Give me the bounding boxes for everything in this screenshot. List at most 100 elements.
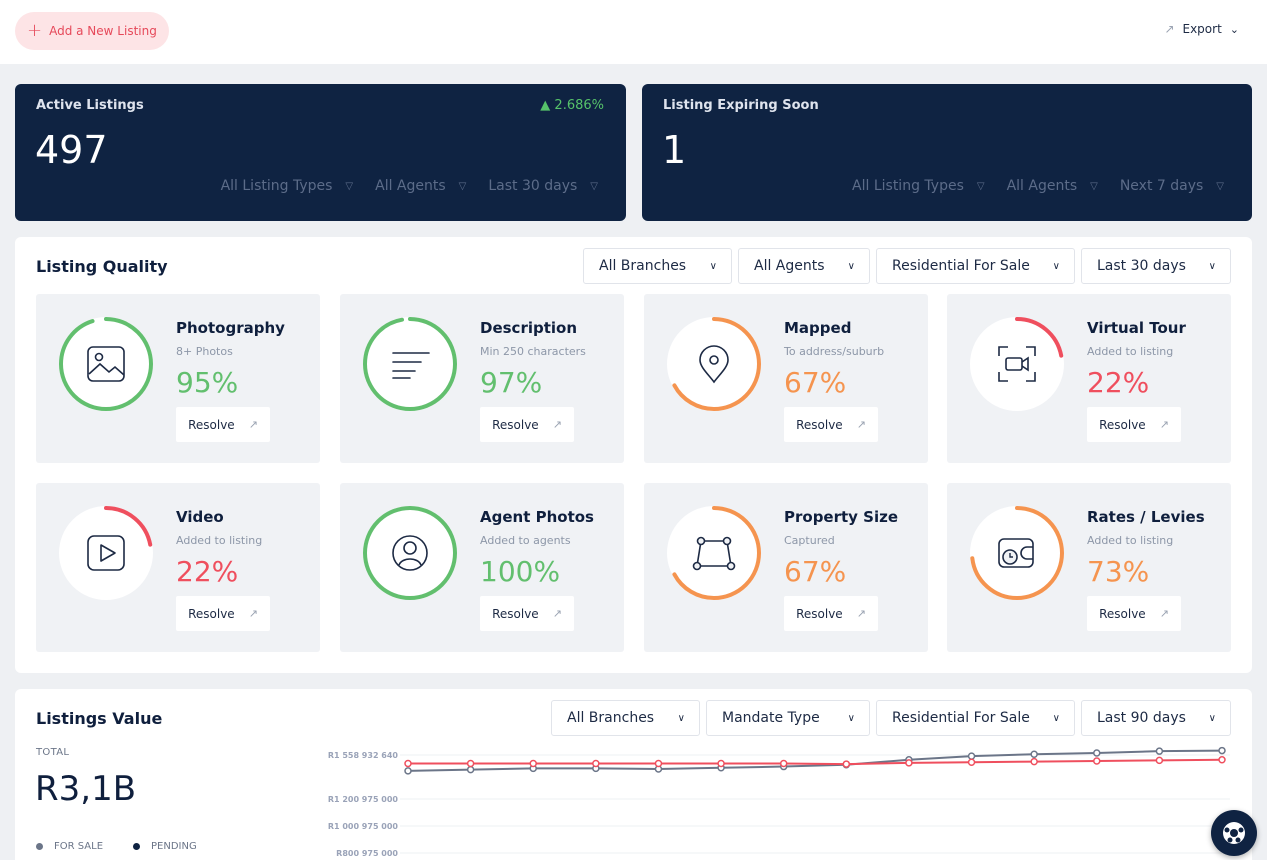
active-listings-change: ▲ 2.686% bbox=[540, 98, 604, 113]
listings-value-chart: R1 558 932 640 R1 200 975 000 R1 000 975 0… bbox=[328, 746, 1230, 858]
series-line-1 bbox=[408, 758, 1223, 766]
legend-label: FOR SALE bbox=[54, 841, 104, 852]
total-label: TOTAL bbox=[36, 747, 70, 758]
data-point[interactable] bbox=[1218, 746, 1226, 755]
data-point[interactable] bbox=[1093, 749, 1101, 757]
text-lines-icon bbox=[392, 352, 430, 379]
data-point[interactable] bbox=[466, 765, 475, 774]
add-listing-button[interactable]: + Add a New Listing bbox=[15, 12, 169, 50]
map-pin-icon bbox=[699, 345, 729, 384]
dropdown-value: Mandate Type bbox=[722, 710, 820, 726]
resolve-button[interactable]: Resolve ↗ bbox=[480, 596, 574, 631]
legend-item-for-sale: FOR SALE bbox=[36, 841, 103, 852]
quality-card-mapped: Mapped To address/suburb 67% Resolve ↗ bbox=[644, 294, 928, 463]
active-listings-card: Active Listings ▲ 2.686% 497 All Listing… bbox=[15, 84, 626, 221]
chevron-down-icon: ▽ bbox=[1216, 180, 1224, 192]
y-tick-label: R1 000 975 000 bbox=[328, 822, 399, 831]
filter-label: All Listing Types bbox=[852, 178, 964, 194]
progress-ring bbox=[59, 317, 153, 411]
data-point[interactable] bbox=[967, 752, 976, 760]
dropdown-value: All Branches bbox=[567, 710, 655, 726]
listing-type-filter[interactable]: All Listing Types ▽ bbox=[852, 178, 985, 194]
data-point[interactable] bbox=[529, 759, 537, 768]
quality-card-property-size: Property Size Captured 67% Resolve ↗ bbox=[644, 483, 928, 652]
resolve-button[interactable]: Resolve ↗ bbox=[784, 407, 878, 442]
data-point[interactable] bbox=[1218, 756, 1226, 764]
plus-icon: + bbox=[27, 20, 43, 41]
branch-dropdown[interactable]: All Branches ∨ bbox=[583, 248, 732, 284]
mandate-type-dropdown[interactable]: Mandate Type ∨ bbox=[706, 700, 870, 736]
resolve-button[interactable]: Resolve ↗ bbox=[176, 407, 270, 442]
resolve-button[interactable]: Resolve ↗ bbox=[784, 596, 878, 631]
expiring-filters: All Listing Types ▽ All Agents ▽ Next 7 da… bbox=[852, 178, 1224, 194]
export-label: Export bbox=[1182, 22, 1222, 36]
resolve-button[interactable]: Resolve ↗ bbox=[1087, 407, 1181, 442]
quality-card-title: Rates / Levies bbox=[1087, 508, 1205, 526]
arrow-up-right-icon: ↗ bbox=[552, 607, 562, 620]
listing-type-dropdown[interactable]: Residential For Sale ∨ bbox=[876, 248, 1075, 284]
quality-card-subtitle: To address/suburb bbox=[784, 345, 885, 358]
data-point[interactable] bbox=[967, 758, 976, 766]
data-point[interactable] bbox=[466, 759, 475, 768]
data-point[interactable] bbox=[1093, 757, 1101, 765]
support-icon bbox=[1223, 822, 1245, 844]
triangle-up-icon: ▲ bbox=[540, 98, 551, 113]
resolve-button[interactable]: Resolve ↗ bbox=[176, 596, 270, 631]
period-dropdown[interactable]: Last 30 days ∨ bbox=[1081, 248, 1231, 284]
period-filter[interactable]: Last 30 days ▽ bbox=[488, 178, 598, 194]
chevron-down-icon: ∨ bbox=[847, 260, 855, 272]
data-point[interactable] bbox=[1030, 757, 1038, 766]
dropdown-value: Residential For Sale bbox=[892, 710, 1030, 726]
chevron-down-icon: ▽ bbox=[458, 180, 467, 192]
filter-label: All Listing Types bbox=[220, 178, 333, 194]
listings-value-title: Listings Value bbox=[36, 709, 163, 728]
progress-ring bbox=[363, 317, 457, 411]
period-filter[interactable]: Next 7 days ▽ bbox=[1120, 178, 1224, 194]
arrow-up-right-icon: ↗ bbox=[248, 418, 258, 431]
resolve-button[interactable]: Resolve ↗ bbox=[1087, 596, 1181, 631]
wallet-clock-icon bbox=[998, 538, 1034, 568]
data-point[interactable] bbox=[404, 759, 412, 768]
period-dropdown[interactable]: Last 90 days ∨ bbox=[1081, 700, 1231, 736]
arrow-up-right-icon: ↗ bbox=[1164, 22, 1175, 36]
active-listings-filters: All Listing Types ▽ All Agents ▽ Last 30 d… bbox=[221, 178, 598, 194]
arrow-up-right-icon: ↗ bbox=[856, 607, 866, 620]
data-point[interactable] bbox=[779, 759, 788, 768]
data-point[interactable] bbox=[1030, 750, 1038, 759]
data-point[interactable] bbox=[654, 759, 663, 768]
resolve-label: Resolve bbox=[188, 606, 235, 621]
quality-card-percent: 67% bbox=[784, 366, 847, 399]
filter-label: All Agents bbox=[375, 178, 446, 194]
quality-card-photography: Photography 8+ Photos 95% Resolve ↗ bbox=[36, 294, 320, 463]
data-point[interactable] bbox=[1155, 756, 1164, 765]
listing-type-filter[interactable]: All Listing Types ▽ bbox=[221, 178, 354, 194]
data-point[interactable] bbox=[404, 767, 412, 775]
data-point[interactable] bbox=[592, 759, 600, 768]
top-bar: + Add a New Listing ↗ Export ⌄ bbox=[0, 0, 1267, 64]
data-point[interactable] bbox=[717, 759, 725, 768]
resolve-label: Resolve bbox=[1099, 606, 1146, 621]
legend-item-pending: PENDING bbox=[133, 841, 197, 852]
agent-dropdown[interactable]: All Agents ∨ bbox=[738, 248, 870, 284]
quality-card-percent: 22% bbox=[176, 555, 239, 588]
arrow-up-right-icon: ↗ bbox=[856, 418, 866, 431]
quality-card-percent: 67% bbox=[784, 555, 847, 588]
quality-card-title: Agent Photos bbox=[480, 508, 594, 526]
quality-card-percent: 95% bbox=[176, 366, 239, 399]
data-point[interactable] bbox=[905, 759, 913, 767]
export-button[interactable]: ↗ Export ⌄ bbox=[1164, 22, 1239, 36]
resolve-button[interactable]: Resolve ↗ bbox=[480, 407, 574, 442]
chevron-down-icon: ⌄ bbox=[1229, 22, 1239, 36]
listing-quality-title: Listing Quality bbox=[36, 257, 168, 276]
help-widget-button[interactable] bbox=[1211, 810, 1257, 856]
quality-card-subtitle: Added to listing bbox=[1087, 345, 1174, 358]
quality-card-subtitle: Min 250 characters bbox=[480, 345, 586, 358]
agent-filter[interactable]: All Agents ▽ bbox=[1007, 178, 1098, 194]
quality-card-title: Property Size bbox=[784, 508, 899, 526]
quality-card-title: Description bbox=[480, 319, 578, 337]
agent-filter[interactable]: All Agents ▽ bbox=[375, 178, 466, 194]
data-point[interactable] bbox=[842, 760, 851, 768]
data-point[interactable] bbox=[1155, 747, 1164, 755]
branch-dropdown[interactable]: All Branches ∨ bbox=[551, 700, 700, 736]
listing-type-dropdown[interactable]: Residential For Sale ∨ bbox=[876, 700, 1075, 736]
